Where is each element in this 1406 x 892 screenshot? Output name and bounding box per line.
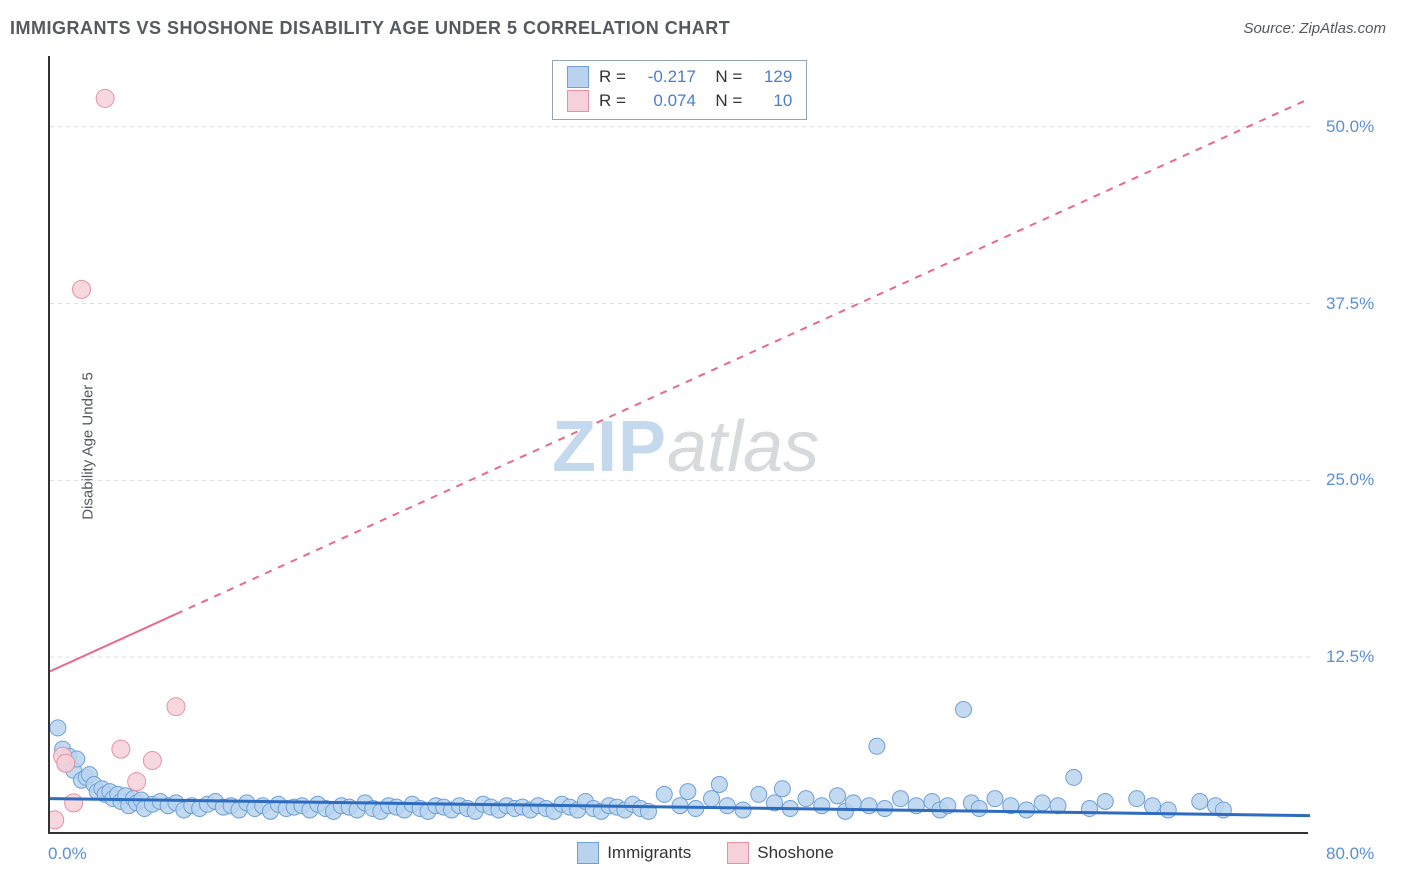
y-tick-label: 50.0% <box>1326 117 1374 137</box>
series-legend-item: Immigrants <box>577 842 691 864</box>
y-tick-label: 37.5% <box>1326 294 1374 314</box>
series-legend: Immigrants Shoshone <box>577 842 834 864</box>
series-legend-label: Shoshone <box>757 843 834 863</box>
source-label: Source: ZipAtlas.com <box>1243 20 1386 37</box>
y-tick-label: 25.0% <box>1326 470 1374 490</box>
plot-area <box>48 56 1308 834</box>
y-tick-label: 12.5% <box>1326 647 1374 667</box>
legend-r-value: -0.217 <box>636 65 696 89</box>
x-end-label: 80.0% <box>1326 844 1374 864</box>
legend-swatch <box>727 842 749 864</box>
legend-swatch <box>567 66 589 88</box>
series-legend-label: Immigrants <box>607 843 691 863</box>
legend-row: R = 0.074 N = 10 <box>567 89 792 113</box>
legend-swatch <box>577 842 599 864</box>
chart-title: IMMIGRANTS VS SHOSHONE DISABILITY AGE UN… <box>10 18 730 39</box>
legend-n-value: 10 <box>752 89 792 113</box>
chart-container: IMMIGRANTS VS SHOSHONE DISABILITY AGE UN… <box>0 0 1406 892</box>
legend-n-label: N = <box>706 65 742 89</box>
legend-n-value: 129 <box>752 65 792 89</box>
legend-swatch <box>567 90 589 112</box>
series-legend-item: Shoshone <box>727 842 834 864</box>
legend-row: R = -0.217 N = 129 <box>567 65 792 89</box>
legend-n-label: N = <box>706 89 742 113</box>
legend-r-label: R = <box>599 65 626 89</box>
legend-r-value: 0.074 <box>636 89 696 113</box>
legend-r-label: R = <box>599 89 626 113</box>
correlation-legend: R = -0.217 N = 129 R = 0.074 N = 10 <box>552 60 807 120</box>
x-origin-label: 0.0% <box>48 844 87 864</box>
